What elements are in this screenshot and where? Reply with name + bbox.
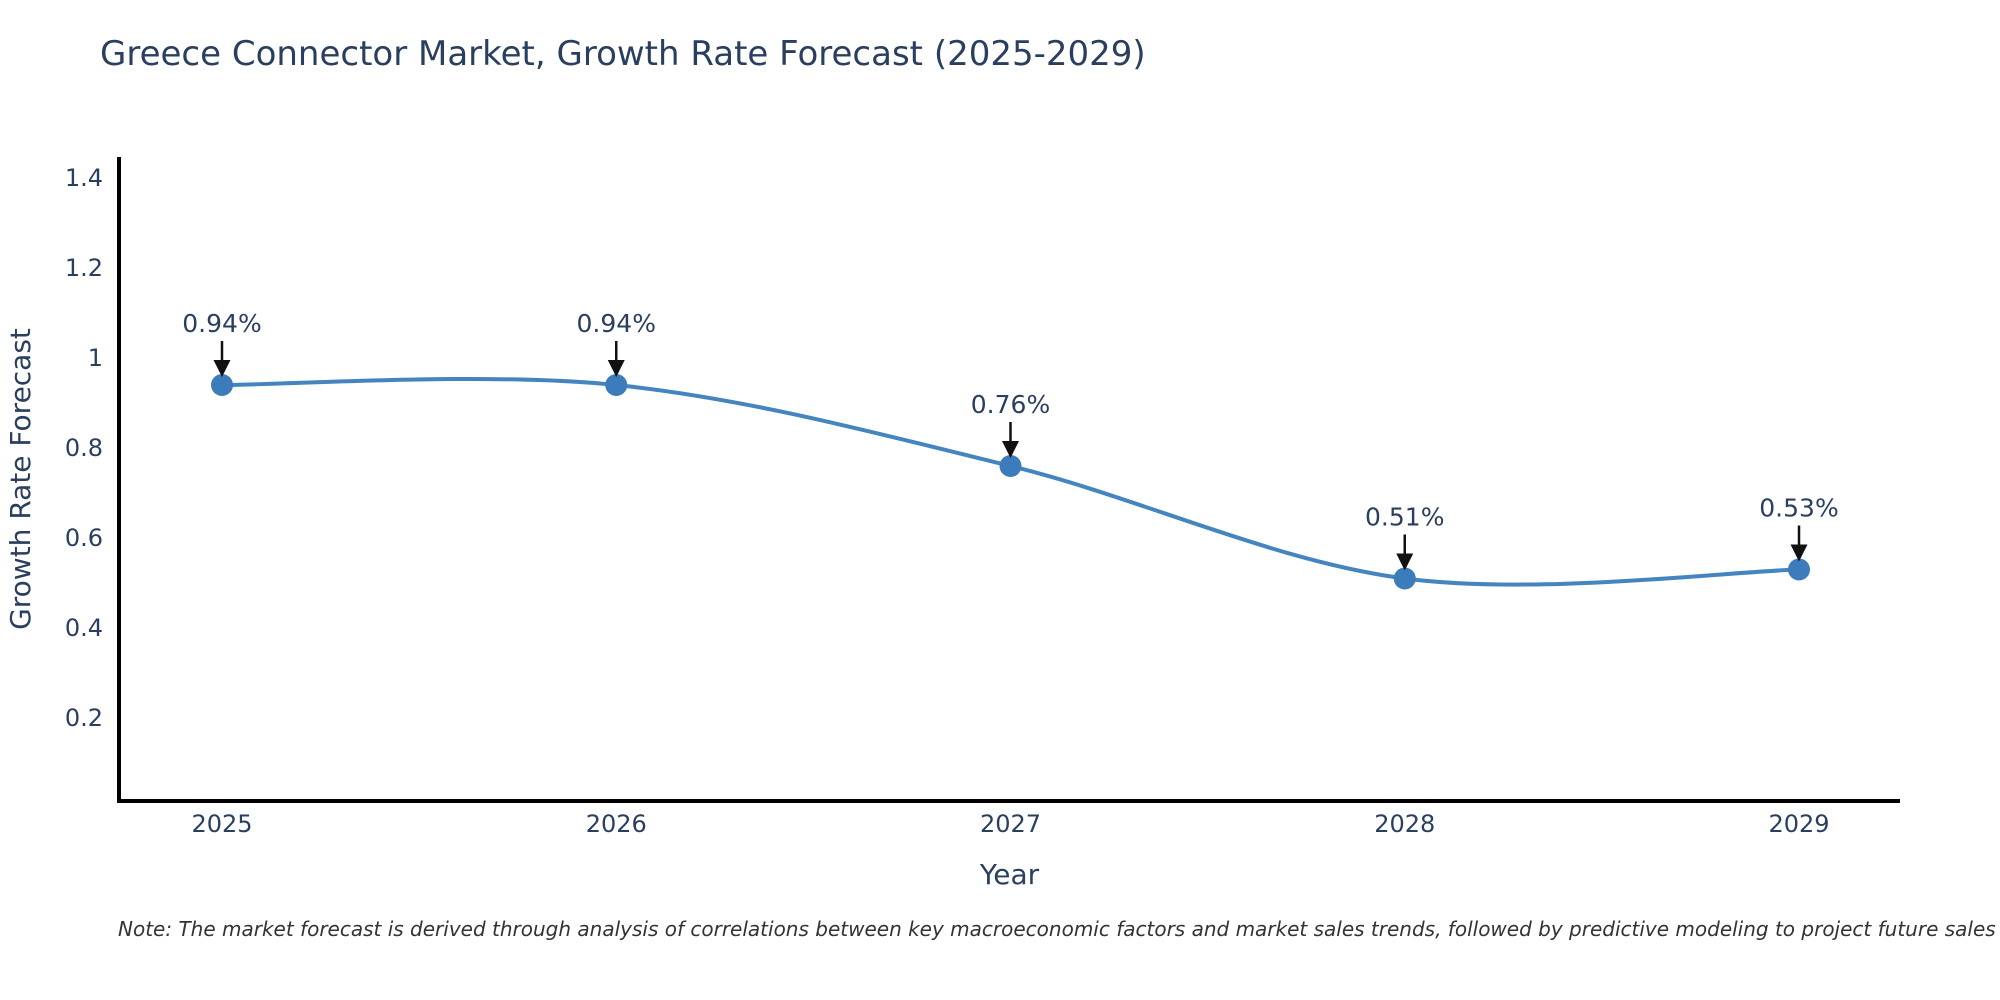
annotation-arrowhead-icon [213,360,231,377]
point-label-2026: 0.94% [577,309,656,338]
y-axis-title: Growth Rate Forecast [4,328,37,630]
annotation-arrowhead-icon [607,360,625,377]
annotation-arrowhead-icon [1002,441,1019,458]
data-point-2025 [211,374,233,396]
y-tick-label: 1.4 [65,164,103,192]
y-tick-label: 1.2 [65,254,103,282]
data-point-2028 [1393,567,1416,590]
x-tick-label: 2025 [191,810,252,838]
point-label-2029: 0.53% [1759,494,1838,523]
x-tick-label: 2028 [1374,810,1435,838]
y-tick-label: 0.4 [65,614,103,642]
y-tick-label: 1 [88,344,103,372]
chart-title: Greece Connector Market, Growth Rate For… [100,34,1146,74]
data-point-2029 [1788,558,1810,581]
footnote: Note: The market forecast is derived thr… [118,917,1996,941]
point-label-2027: 0.76% [971,390,1050,419]
y-tick-label: 0.6 [65,524,103,552]
x-tick-label: 2027 [980,810,1041,838]
y-tick-label: 0.2 [65,704,103,732]
data-point-2027 [999,455,1022,477]
data-point-2026 [605,374,628,396]
annotation-arrowhead-icon [1790,544,1808,562]
x-tick-label: 2026 [586,810,647,838]
annotation-arrowhead-icon [1396,553,1414,571]
y-tick-label: 0.8 [65,434,103,462]
point-label-2028: 0.51% [1365,503,1444,532]
x-tick-label: 2029 [1768,810,1829,838]
point-label-2025: 0.94% [182,309,261,338]
axis-lines [117,157,1900,803]
x-axis-title: Year [979,858,1040,891]
